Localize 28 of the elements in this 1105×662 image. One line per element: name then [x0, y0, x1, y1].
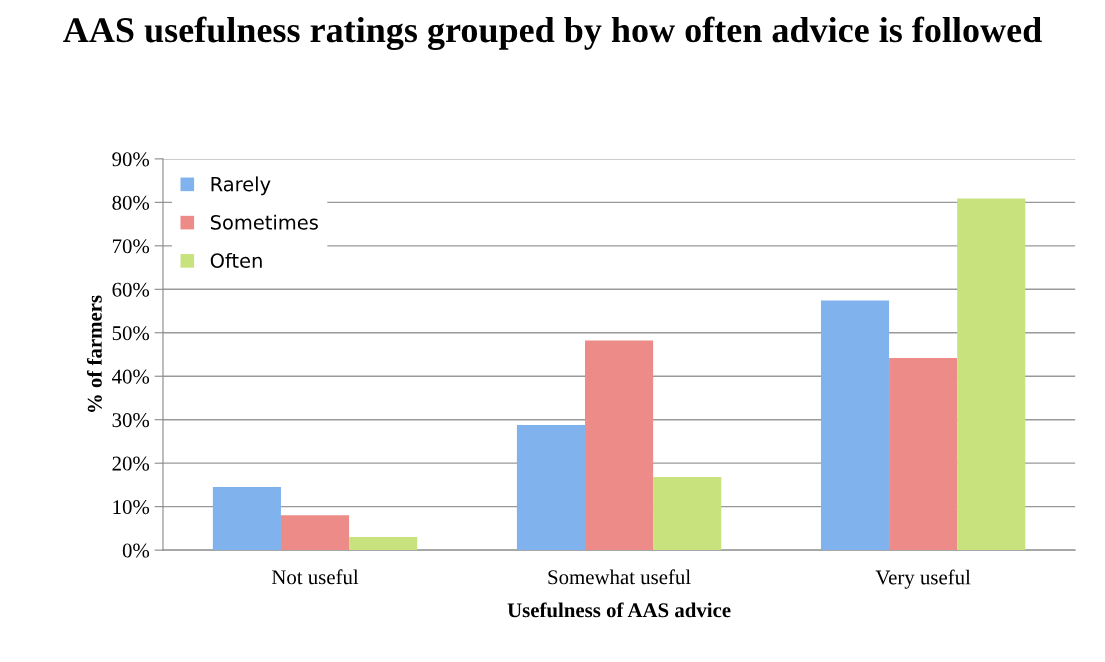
y-tick-label: 40%	[112, 369, 150, 384]
x-tick-label: Not useful	[271, 569, 359, 585]
bar	[349, 537, 418, 551]
bar	[212, 487, 281, 551]
chart-title: AAS usefulness ratings grouped by how often advice is followed	[63, 16, 1042, 50]
x-axis-title: Usefulness of AAS advice	[507, 602, 731, 618]
bar	[820, 300, 890, 551]
y-tick-label: 20%	[112, 456, 150, 471]
y-tick-label: 0%	[122, 543, 150, 558]
y-tick-label: 70%	[112, 239, 150, 254]
bar	[516, 424, 586, 551]
legend-label: Often	[210, 252, 262, 268]
y-tick-label: 50%	[112, 326, 150, 341]
y-tick-label: 30%	[112, 413, 150, 428]
x-tick-label: Very useful	[875, 569, 971, 589]
y-tick-label: 10%	[113, 500, 150, 515]
y-axis-title: % of farmers	[86, 295, 102, 412]
bar	[585, 340, 654, 551]
y-tick-label: 80%	[112, 195, 150, 210]
bar	[957, 198, 1026, 551]
bar	[889, 357, 958, 551]
y-tick-label: 90%	[112, 152, 150, 167]
x-tick-label: Somewhat useful	[548, 569, 691, 585]
bar	[653, 477, 722, 551]
legend-label: Sometimes	[210, 214, 318, 230]
y-tick-label: 60%	[112, 282, 150, 297]
legend-label: Rarely	[211, 176, 271, 196]
bar	[280, 515, 350, 551]
